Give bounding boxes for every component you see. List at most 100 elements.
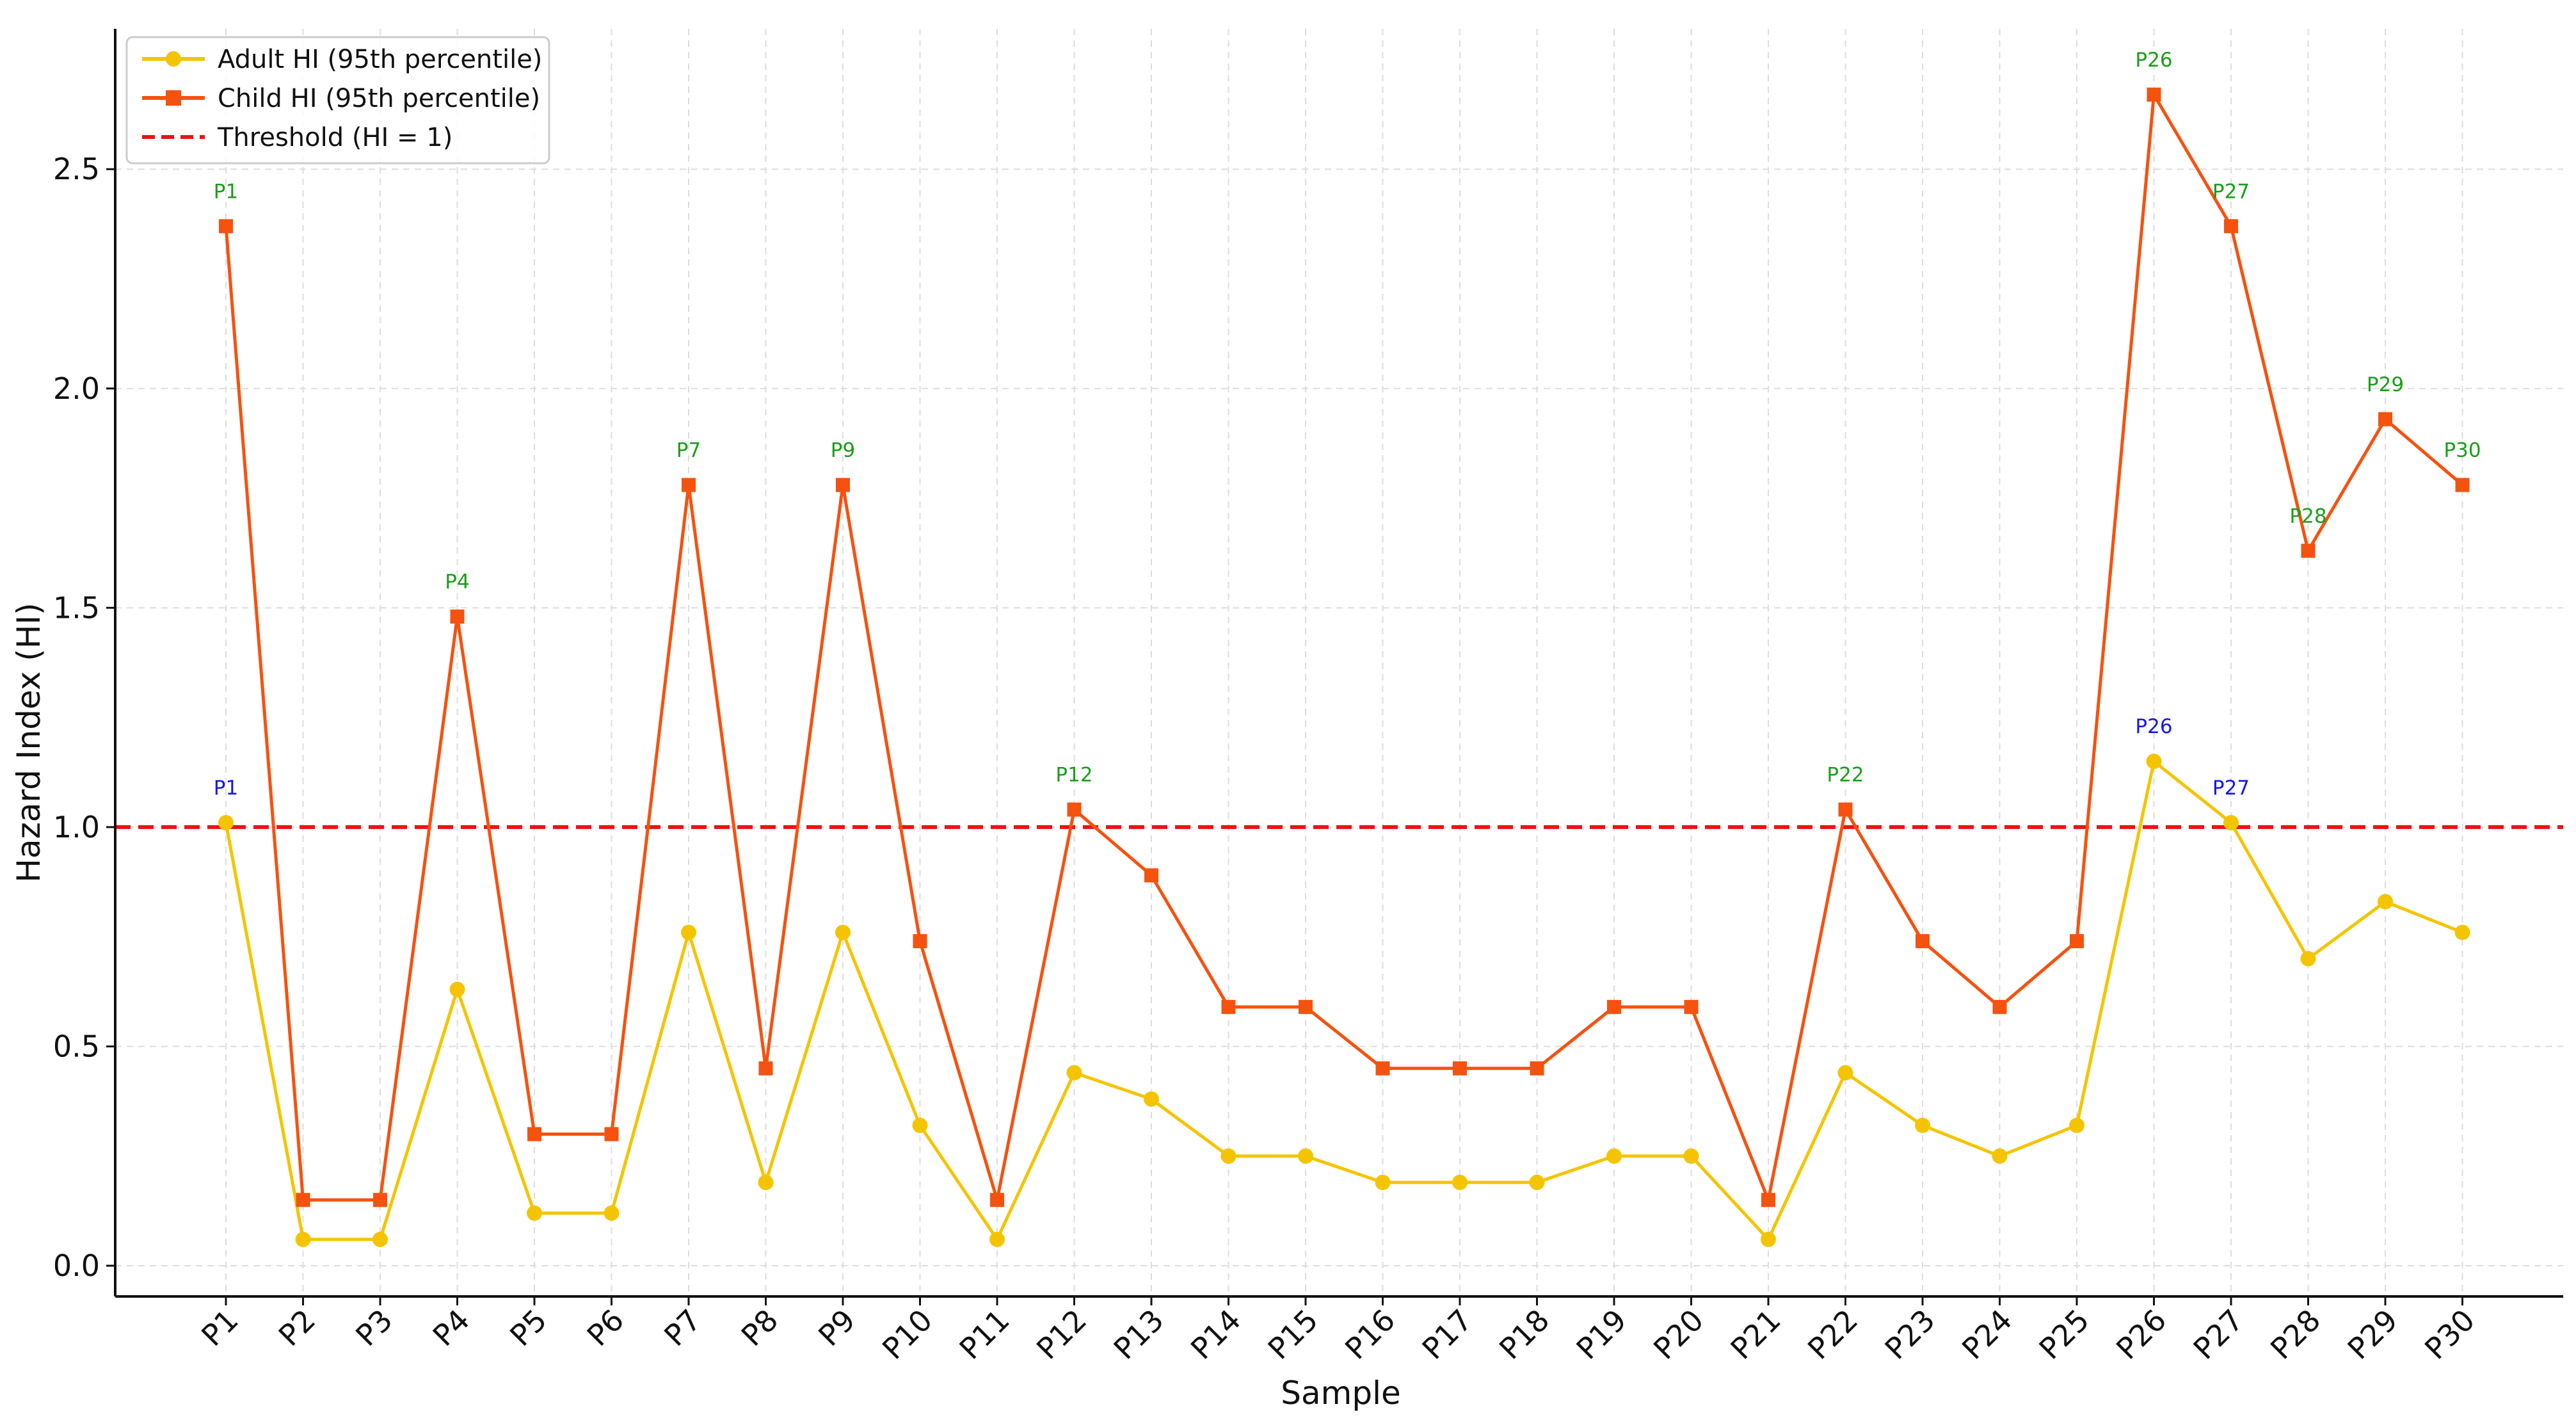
adult-point-P3 bbox=[372, 1231, 388, 1247]
adult-point-P4 bbox=[449, 981, 465, 997]
x-tick-label-P27: P27 bbox=[2187, 1303, 2250, 1366]
adult-point-P24 bbox=[1992, 1148, 2008, 1164]
child-point-P22 bbox=[1838, 802, 1853, 817]
adult-annotation-P27: P27 bbox=[2212, 777, 2250, 800]
tick-labels: 0.00.51.01.52.02.5P1 P2 P3 P4 P5 P6 P7 P8 P9 P10 P… bbox=[53, 152, 2481, 1366]
child-point-P18 bbox=[1530, 1061, 1544, 1076]
child-annotation-P28: P28 bbox=[2289, 504, 2326, 528]
adult-point-P5 bbox=[527, 1205, 542, 1221]
x-tick-label-P13: P13 bbox=[1107, 1303, 1171, 1366]
child-point-P8 bbox=[758, 1061, 773, 1076]
child-annotation-P22: P22 bbox=[1827, 764, 1864, 787]
child-point-P28 bbox=[2301, 544, 2316, 558]
child-point-P1 bbox=[219, 219, 233, 234]
x-tick-label-P21: P21 bbox=[1724, 1303, 1788, 1366]
child-point-P20 bbox=[1684, 999, 1699, 1014]
adult-series-line bbox=[224, 759, 2463, 1241]
y-tick-label-1: 0.5 bbox=[53, 1029, 100, 1063]
grid bbox=[115, 29, 2563, 1296]
annotation-layer: P1 P4 P7 P9 P12 P22 P26 P27 P28 P29 P30 P1 P26 P27 bbox=[214, 49, 2481, 800]
legend-child-label: Child HI (95th percentile) bbox=[218, 84, 540, 113]
child-point-P21 bbox=[1761, 1193, 1775, 1207]
adult-point-P25 bbox=[2069, 1117, 2084, 1133]
x-tick-label-P20: P20 bbox=[1647, 1303, 1710, 1366]
child-point-P3 bbox=[373, 1193, 387, 1207]
child-annotation-P1: P1 bbox=[214, 180, 238, 203]
legend-frame bbox=[125, 36, 550, 165]
adult-point-P12 bbox=[1066, 1065, 1082, 1081]
x-axis-title: Sample bbox=[1281, 1375, 1400, 1412]
child-point-P26 bbox=[2147, 87, 2161, 102]
adult-point-P28 bbox=[2300, 951, 2316, 967]
child-point-P2 bbox=[296, 1193, 310, 1207]
adult-point-P23 bbox=[1915, 1117, 1930, 1133]
child-point-P19 bbox=[1607, 999, 1621, 1014]
y-tick-label-4: 2.0 bbox=[53, 371, 100, 406]
adult-point-P22 bbox=[1837, 1065, 1853, 1081]
child-point-P14 bbox=[1221, 999, 1236, 1014]
series-layer bbox=[218, 87, 2470, 1247]
axes bbox=[106, 29, 2563, 1305]
y-tick-label-0: 0.0 bbox=[53, 1248, 100, 1283]
child-point-P15 bbox=[1299, 999, 1313, 1014]
adult-point-P15 bbox=[1298, 1148, 1313, 1164]
x-tick-label-P10: P10 bbox=[876, 1303, 939, 1366]
x-tick-label-P28: P28 bbox=[2264, 1303, 2327, 1366]
child-point-P12 bbox=[1067, 802, 1082, 817]
legend: Adult HI (95th percentile) Child HI (95t… bbox=[125, 36, 550, 165]
legend-child-marker bbox=[166, 90, 181, 106]
x-tick-label-P9: P9 bbox=[812, 1303, 861, 1353]
x-tick-label-P19: P19 bbox=[1570, 1303, 1633, 1366]
child-point-P4 bbox=[450, 609, 465, 624]
x-tick-label-P22: P22 bbox=[1801, 1303, 1864, 1366]
x-tick-label-P6: P6 bbox=[580, 1303, 630, 1353]
child-point-P16 bbox=[1375, 1061, 1390, 1076]
adult-point-P21 bbox=[1761, 1231, 1776, 1247]
x-tick-label-P15: P15 bbox=[1261, 1303, 1325, 1366]
child-annotation-P9: P9 bbox=[831, 439, 855, 462]
x-tick-label-P14: P14 bbox=[1184, 1303, 1247, 1366]
adult-point-P8 bbox=[758, 1174, 774, 1190]
adult-point-P13 bbox=[1144, 1091, 1159, 1107]
legend-adult-label: Adult HI (95th percentile) bbox=[218, 45, 542, 74]
child-point-P7 bbox=[682, 478, 696, 492]
child-point-P6 bbox=[604, 1127, 619, 1142]
x-tick-label-P5: P5 bbox=[503, 1303, 553, 1353]
y-tick-label-5: 2.5 bbox=[53, 152, 100, 186]
child-annotation-P12: P12 bbox=[1055, 764, 1092, 787]
child-point-P9 bbox=[836, 478, 850, 492]
x-tick-label-P2: P2 bbox=[272, 1303, 322, 1353]
child-annotation-P7: P7 bbox=[676, 439, 701, 462]
child-annotation-P26: P26 bbox=[2135, 49, 2172, 72]
adult-point-P2 bbox=[295, 1231, 311, 1247]
adult-point-P19 bbox=[1606, 1148, 1622, 1164]
child-point-P17 bbox=[1453, 1061, 1467, 1076]
adult-point-P17 bbox=[1452, 1174, 1468, 1190]
x-tick-label-P8: P8 bbox=[735, 1303, 785, 1353]
adult-point-P16 bbox=[1375, 1174, 1391, 1190]
adult-point-P29 bbox=[2378, 894, 2393, 910]
child-point-P11 bbox=[990, 1193, 1004, 1207]
x-tick-label-P1: P1 bbox=[195, 1303, 244, 1353]
child-series-line bbox=[224, 93, 2464, 1202]
adult-point-P1 bbox=[218, 815, 234, 831]
adult-point-P7 bbox=[681, 924, 696, 940]
x-tick-label-P11: P11 bbox=[953, 1303, 1016, 1366]
y-tick-label-2: 1.0 bbox=[53, 810, 100, 844]
x-tick-label-P17: P17 bbox=[1416, 1303, 1479, 1366]
x-tick-label-P29: P29 bbox=[2341, 1303, 2404, 1366]
x-tick-label-P3: P3 bbox=[349, 1303, 399, 1353]
child-point-P13 bbox=[1144, 868, 1158, 883]
adult-point-P27 bbox=[2223, 815, 2239, 831]
adult-annotation-P26: P26 bbox=[2135, 715, 2172, 738]
adult-point-P18 bbox=[1529, 1174, 1545, 1190]
child-point-P30 bbox=[2455, 478, 2470, 492]
x-tick-label-P30: P30 bbox=[2418, 1303, 2481, 1366]
legend-adult-marker bbox=[166, 51, 181, 67]
x-tick-label-P12: P12 bbox=[1030, 1303, 1093, 1366]
child-annotation-P27: P27 bbox=[2212, 180, 2250, 203]
x-tick-label-P16: P16 bbox=[1338, 1303, 1402, 1366]
adult-point-P9 bbox=[835, 924, 851, 940]
x-tick-label-P25: P25 bbox=[2033, 1303, 2096, 1366]
x-tick-label-P23: P23 bbox=[1878, 1303, 1942, 1366]
